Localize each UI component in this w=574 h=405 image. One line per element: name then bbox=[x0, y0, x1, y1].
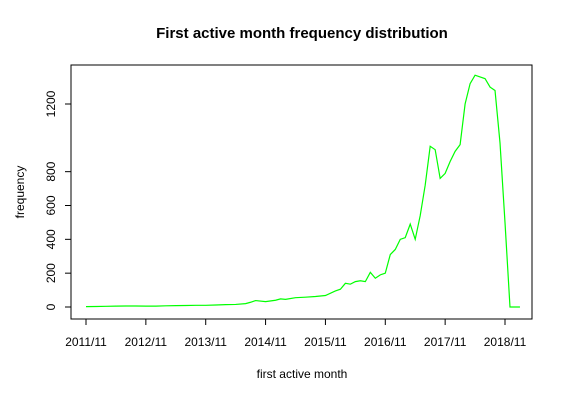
x-tick-label: 2011/11 bbox=[65, 335, 107, 349]
y-axis: 0 200 400 600 800 1200 bbox=[44, 70, 72, 316]
y-axis-label: frequency bbox=[13, 166, 27, 219]
chart-title: First active month frequency distributio… bbox=[156, 25, 448, 42]
x-tick-label: 2013/11 bbox=[184, 335, 227, 349]
x-tick-label: 2014/11 bbox=[244, 335, 287, 349]
y-tick-label: 800 bbox=[44, 161, 58, 181]
x-tick-label: 2012/11 bbox=[125, 335, 168, 349]
series-line bbox=[85, 74, 520, 308]
plot-frame bbox=[70, 64, 533, 320]
x-tick-label: 2016/11 bbox=[364, 335, 407, 349]
y-tick-label: 200 bbox=[44, 263, 58, 283]
y-tick-label: 600 bbox=[44, 195, 58, 215]
y-tick-label: 400 bbox=[44, 229, 58, 249]
x-tick-label: 2018/11 bbox=[484, 335, 527, 349]
x-axis-label: first active month bbox=[257, 367, 348, 381]
y-tick-label: 1200 bbox=[44, 90, 58, 117]
y-tick-label: 0 bbox=[44, 303, 58, 310]
x-tick-label: 2017/11 bbox=[424, 335, 467, 349]
x-axis: 2011/11 2012/11 2013/11 2014/11 2015/11 2016/… bbox=[65, 318, 527, 349]
x-tick-label: 2015/11 bbox=[304, 335, 347, 349]
